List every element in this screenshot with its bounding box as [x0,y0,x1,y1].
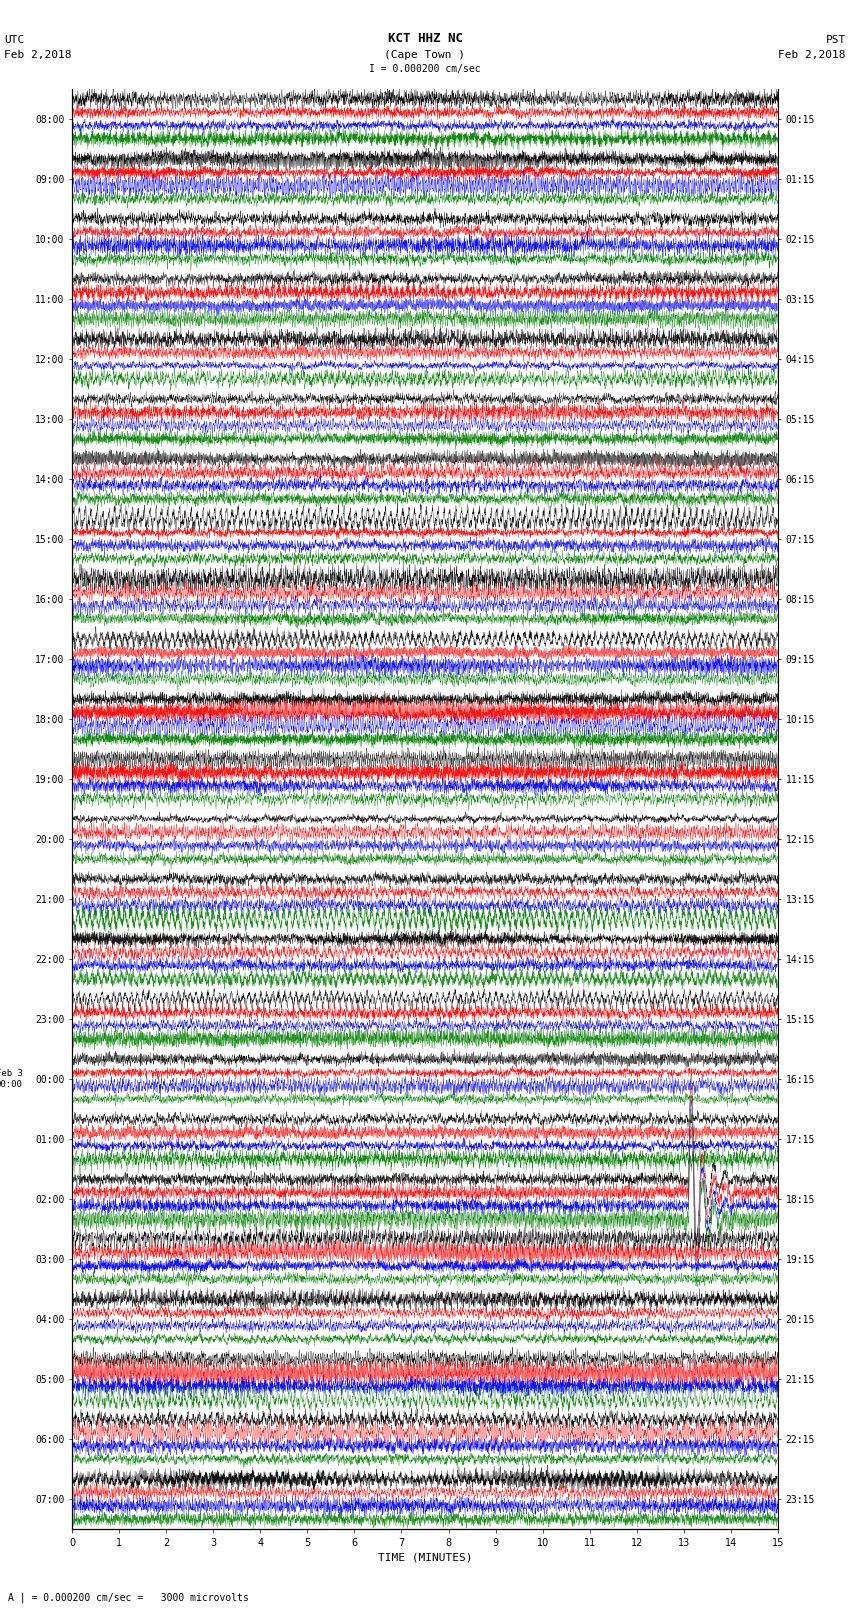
Text: PST: PST [825,35,846,45]
Text: I = 0.000200 cm/sec: I = 0.000200 cm/sec [369,65,481,74]
Text: A | = 0.000200 cm/sec =   3000 microvolts: A | = 0.000200 cm/sec = 3000 microvolts [8,1592,249,1603]
Text: Feb 2,2018: Feb 2,2018 [4,50,71,60]
Text: UTC: UTC [4,35,25,45]
Text: KCT HHZ NC: KCT HHZ NC [388,32,462,45]
Text: (Cape Town ): (Cape Town ) [384,50,466,60]
Text: Feb 3
00:00: Feb 3 00:00 [0,1069,23,1089]
X-axis label: TIME (MINUTES): TIME (MINUTES) [377,1552,473,1563]
Text: Feb 2,2018: Feb 2,2018 [779,50,846,60]
